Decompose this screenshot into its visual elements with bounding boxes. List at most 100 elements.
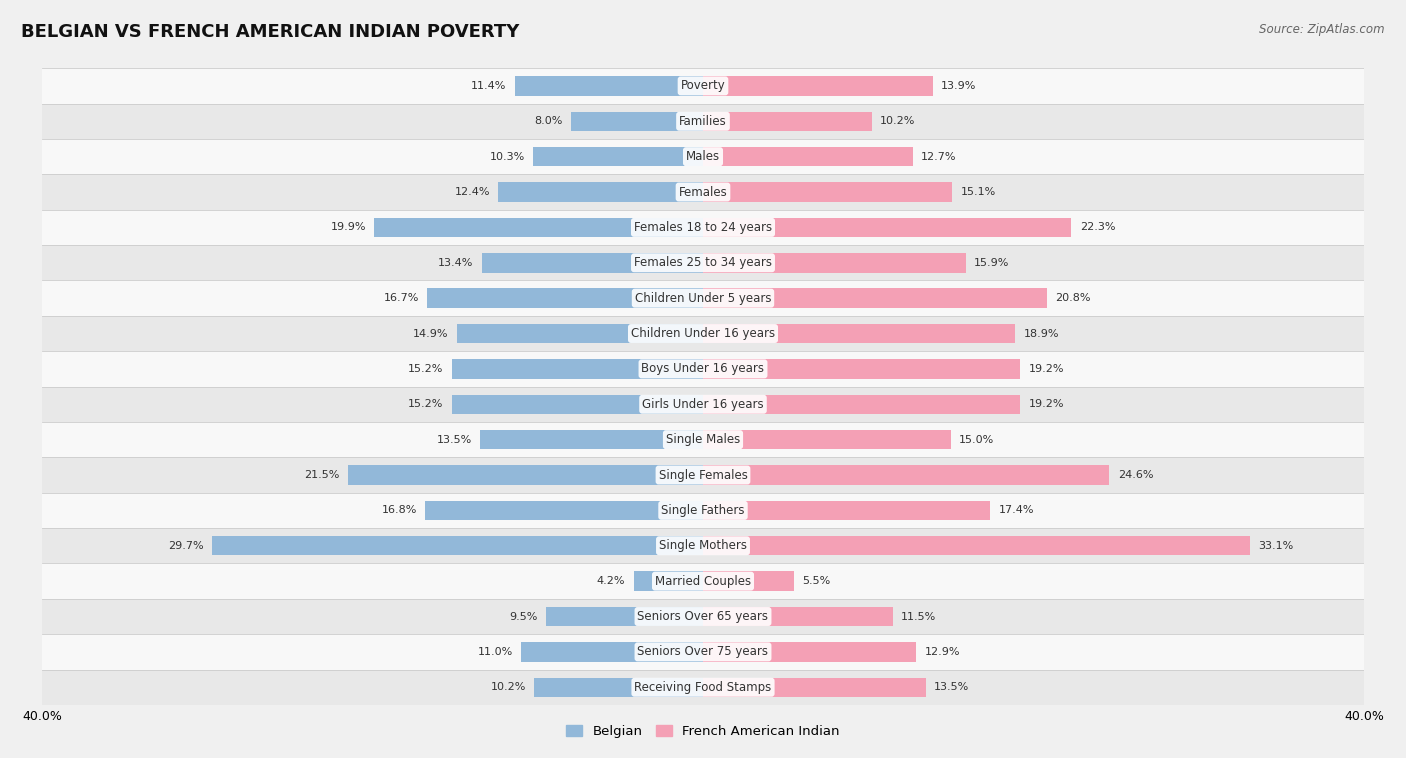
Text: 19.2%: 19.2% bbox=[1028, 399, 1064, 409]
Bar bbox=[42, 457, 1364, 493]
Bar bbox=[42, 493, 1364, 528]
Text: 9.5%: 9.5% bbox=[509, 612, 537, 622]
Text: 10.2%: 10.2% bbox=[491, 682, 526, 692]
Text: Married Couples: Married Couples bbox=[655, 575, 751, 587]
Text: 8.0%: 8.0% bbox=[534, 116, 562, 127]
Bar bbox=[42, 210, 1364, 245]
Text: Females: Females bbox=[679, 186, 727, 199]
Text: 19.2%: 19.2% bbox=[1028, 364, 1064, 374]
Text: 19.9%: 19.9% bbox=[330, 222, 366, 233]
Bar bbox=[42, 316, 1364, 351]
Text: 12.9%: 12.9% bbox=[924, 647, 960, 657]
Bar bbox=[451, 359, 703, 379]
Bar bbox=[42, 280, 1364, 316]
Text: Females 25 to 34 years: Females 25 to 34 years bbox=[634, 256, 772, 269]
Bar bbox=[703, 288, 1046, 308]
Text: 15.2%: 15.2% bbox=[408, 364, 444, 374]
Bar bbox=[42, 634, 1364, 669]
Bar bbox=[374, 218, 703, 237]
Bar bbox=[703, 324, 1015, 343]
Text: Seniors Over 75 years: Seniors Over 75 years bbox=[637, 645, 769, 659]
Text: Receiving Food Stamps: Receiving Food Stamps bbox=[634, 681, 772, 694]
Text: Source: ZipAtlas.com: Source: ZipAtlas.com bbox=[1260, 23, 1385, 36]
Text: 33.1%: 33.1% bbox=[1258, 540, 1294, 551]
Bar bbox=[703, 501, 990, 520]
Bar bbox=[426, 501, 703, 520]
Text: Girls Under 16 years: Girls Under 16 years bbox=[643, 398, 763, 411]
Text: 15.2%: 15.2% bbox=[408, 399, 444, 409]
Text: Males: Males bbox=[686, 150, 720, 163]
Bar bbox=[42, 528, 1364, 563]
Bar bbox=[42, 174, 1364, 210]
Text: 20.8%: 20.8% bbox=[1054, 293, 1091, 303]
Text: Children Under 5 years: Children Under 5 years bbox=[634, 292, 772, 305]
Text: 4.2%: 4.2% bbox=[598, 576, 626, 586]
Bar bbox=[703, 147, 912, 167]
Bar bbox=[703, 642, 917, 662]
Bar bbox=[498, 183, 703, 202]
Bar bbox=[534, 678, 703, 697]
Text: 15.9%: 15.9% bbox=[974, 258, 1010, 268]
Text: 13.9%: 13.9% bbox=[941, 81, 976, 91]
Text: Families: Families bbox=[679, 114, 727, 128]
Text: 21.5%: 21.5% bbox=[304, 470, 339, 480]
Bar bbox=[703, 394, 1021, 414]
Text: 5.5%: 5.5% bbox=[801, 576, 831, 586]
Bar bbox=[703, 183, 952, 202]
Legend: Belgian, French American Indian: Belgian, French American Indian bbox=[561, 719, 845, 743]
Bar bbox=[457, 324, 703, 343]
Bar bbox=[703, 430, 950, 449]
Text: 16.8%: 16.8% bbox=[382, 506, 418, 515]
Bar bbox=[703, 465, 1109, 485]
Text: 10.3%: 10.3% bbox=[489, 152, 524, 161]
Bar bbox=[703, 572, 794, 591]
Bar bbox=[546, 607, 703, 626]
Text: 15.1%: 15.1% bbox=[960, 187, 995, 197]
Text: Single Females: Single Females bbox=[658, 468, 748, 481]
Bar bbox=[42, 563, 1364, 599]
Text: BELGIAN VS FRENCH AMERICAN INDIAN POVERTY: BELGIAN VS FRENCH AMERICAN INDIAN POVERT… bbox=[21, 23, 519, 41]
Bar bbox=[427, 288, 703, 308]
Text: Seniors Over 65 years: Seniors Over 65 years bbox=[637, 610, 769, 623]
Text: 17.4%: 17.4% bbox=[998, 506, 1035, 515]
Text: 14.9%: 14.9% bbox=[413, 328, 449, 339]
Bar bbox=[42, 351, 1364, 387]
Bar bbox=[482, 253, 703, 273]
Text: Poverty: Poverty bbox=[681, 80, 725, 92]
Bar bbox=[479, 430, 703, 449]
Bar bbox=[703, 678, 927, 697]
Bar bbox=[703, 607, 893, 626]
Bar bbox=[42, 669, 1364, 705]
Bar bbox=[347, 465, 703, 485]
Text: 11.4%: 11.4% bbox=[471, 81, 506, 91]
Text: 29.7%: 29.7% bbox=[169, 540, 204, 551]
Text: Single Males: Single Males bbox=[666, 433, 740, 446]
Bar bbox=[515, 77, 703, 96]
Bar bbox=[42, 139, 1364, 174]
Bar bbox=[42, 245, 1364, 280]
Bar bbox=[703, 218, 1071, 237]
Text: 13.5%: 13.5% bbox=[436, 434, 471, 445]
Bar bbox=[703, 359, 1021, 379]
Text: 13.4%: 13.4% bbox=[439, 258, 474, 268]
Text: 13.5%: 13.5% bbox=[934, 682, 970, 692]
Bar bbox=[451, 394, 703, 414]
Bar bbox=[42, 68, 1364, 104]
Bar bbox=[533, 147, 703, 167]
Bar bbox=[42, 599, 1364, 634]
Text: Single Mothers: Single Mothers bbox=[659, 539, 747, 553]
Bar bbox=[703, 77, 932, 96]
Bar bbox=[571, 111, 703, 131]
Text: 22.3%: 22.3% bbox=[1080, 222, 1115, 233]
Bar bbox=[703, 111, 872, 131]
Text: 18.9%: 18.9% bbox=[1024, 328, 1059, 339]
Bar bbox=[212, 536, 703, 556]
Text: 12.7%: 12.7% bbox=[921, 152, 956, 161]
Text: Females 18 to 24 years: Females 18 to 24 years bbox=[634, 221, 772, 234]
Bar bbox=[42, 387, 1364, 422]
Text: 15.0%: 15.0% bbox=[959, 434, 994, 445]
Text: 12.4%: 12.4% bbox=[454, 187, 489, 197]
Text: Children Under 16 years: Children Under 16 years bbox=[631, 327, 775, 340]
Bar bbox=[703, 536, 1250, 556]
Text: 11.0%: 11.0% bbox=[478, 647, 513, 657]
